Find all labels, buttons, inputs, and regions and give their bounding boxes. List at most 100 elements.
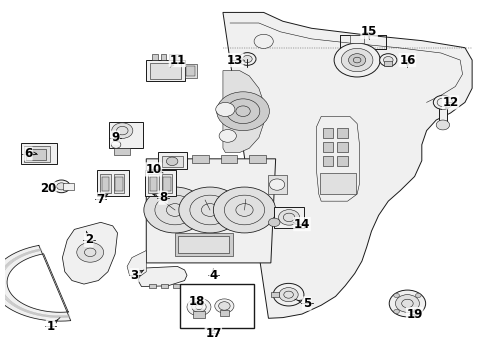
Bar bbox=[24, 146, 50, 162]
Circle shape bbox=[279, 288, 298, 302]
Bar bbox=[102, 177, 109, 191]
Text: 15: 15 bbox=[360, 25, 377, 38]
Bar bbox=[184, 64, 196, 78]
Bar bbox=[113, 174, 124, 193]
Polygon shape bbox=[127, 251, 146, 279]
Text: 9: 9 bbox=[111, 131, 119, 144]
Text: 14: 14 bbox=[293, 217, 309, 231]
Bar bbox=[185, 66, 194, 76]
Text: 5: 5 bbox=[302, 297, 310, 310]
Text: 19: 19 bbox=[406, 307, 422, 320]
Bar bbox=[274, 207, 304, 228]
Bar bbox=[148, 174, 159, 193]
Text: 3: 3 bbox=[130, 269, 138, 282]
Circle shape bbox=[383, 57, 392, 64]
Bar bbox=[336, 142, 347, 152]
Bar bbox=[100, 174, 111, 193]
Circle shape bbox=[57, 183, 66, 190]
Circle shape bbox=[166, 157, 178, 166]
Bar bbox=[175, 233, 232, 256]
Bar bbox=[180, 284, 254, 328]
Bar bbox=[161, 156, 183, 167]
Circle shape bbox=[191, 302, 206, 312]
Text: 17: 17 bbox=[205, 327, 221, 340]
Text: 4: 4 bbox=[209, 269, 217, 282]
Circle shape bbox=[53, 180, 70, 193]
Bar bbox=[163, 155, 180, 163]
Bar bbox=[438, 107, 447, 123]
Circle shape bbox=[273, 283, 304, 306]
Text: 6: 6 bbox=[24, 147, 32, 160]
Bar bbox=[158, 153, 186, 170]
Circle shape bbox=[379, 54, 396, 66]
Circle shape bbox=[179, 187, 241, 233]
Circle shape bbox=[254, 34, 273, 48]
Bar bbox=[149, 63, 181, 79]
Circle shape bbox=[348, 54, 365, 66]
Circle shape bbox=[218, 302, 230, 310]
Text: 8: 8 bbox=[159, 191, 167, 204]
Bar bbox=[193, 311, 204, 318]
Circle shape bbox=[242, 55, 252, 63]
Bar bbox=[145, 171, 176, 196]
Circle shape bbox=[219, 130, 236, 142]
Bar bbox=[146, 60, 184, 81]
Bar bbox=[384, 62, 391, 66]
Circle shape bbox=[432, 95, 451, 109]
Bar bbox=[220, 155, 237, 163]
Circle shape bbox=[393, 293, 399, 298]
Bar bbox=[161, 174, 172, 193]
Bar bbox=[109, 122, 142, 148]
Circle shape bbox=[393, 309, 399, 314]
Polygon shape bbox=[316, 117, 359, 201]
Text: 16: 16 bbox=[398, 54, 415, 67]
Circle shape bbox=[215, 102, 234, 117]
Circle shape bbox=[112, 123, 133, 138]
Circle shape bbox=[341, 48, 372, 72]
Bar bbox=[176, 54, 182, 60]
Bar bbox=[148, 284, 156, 288]
Circle shape bbox=[186, 298, 210, 316]
Bar bbox=[97, 171, 128, 196]
Circle shape bbox=[388, 290, 425, 317]
Text: 7: 7 bbox=[97, 193, 104, 206]
Bar bbox=[336, 128, 347, 138]
Bar bbox=[322, 128, 332, 138]
Circle shape bbox=[395, 294, 419, 312]
Circle shape bbox=[213, 187, 275, 233]
Circle shape bbox=[214, 299, 233, 313]
Circle shape bbox=[435, 120, 448, 130]
Polygon shape bbox=[0, 246, 71, 321]
Circle shape bbox=[238, 53, 256, 66]
Text: 11: 11 bbox=[169, 54, 185, 67]
Bar bbox=[63, 183, 74, 190]
Text: 1: 1 bbox=[46, 320, 54, 333]
Bar bbox=[114, 148, 130, 154]
Bar bbox=[178, 236, 229, 253]
Circle shape bbox=[216, 92, 269, 131]
Bar bbox=[249, 155, 265, 163]
Bar bbox=[152, 54, 158, 60]
Text: 10: 10 bbox=[145, 163, 161, 176]
Circle shape bbox=[333, 43, 379, 77]
Text: 12: 12 bbox=[442, 96, 458, 109]
Bar bbox=[160, 284, 168, 288]
Bar bbox=[115, 177, 122, 191]
Bar bbox=[191, 155, 208, 163]
Bar bbox=[271, 292, 278, 297]
Circle shape bbox=[269, 179, 284, 190]
Bar bbox=[349, 35, 364, 43]
Polygon shape bbox=[62, 222, 117, 284]
Circle shape bbox=[111, 141, 121, 148]
Bar bbox=[320, 173, 355, 194]
Circle shape bbox=[77, 242, 103, 262]
Bar bbox=[336, 156, 347, 166]
Polygon shape bbox=[138, 266, 186, 287]
Polygon shape bbox=[146, 159, 275, 263]
Circle shape bbox=[268, 218, 280, 226]
Text: 20: 20 bbox=[40, 182, 56, 195]
Polygon shape bbox=[223, 71, 263, 153]
Circle shape bbox=[143, 187, 206, 233]
Bar bbox=[219, 310, 229, 316]
Circle shape bbox=[278, 210, 299, 225]
